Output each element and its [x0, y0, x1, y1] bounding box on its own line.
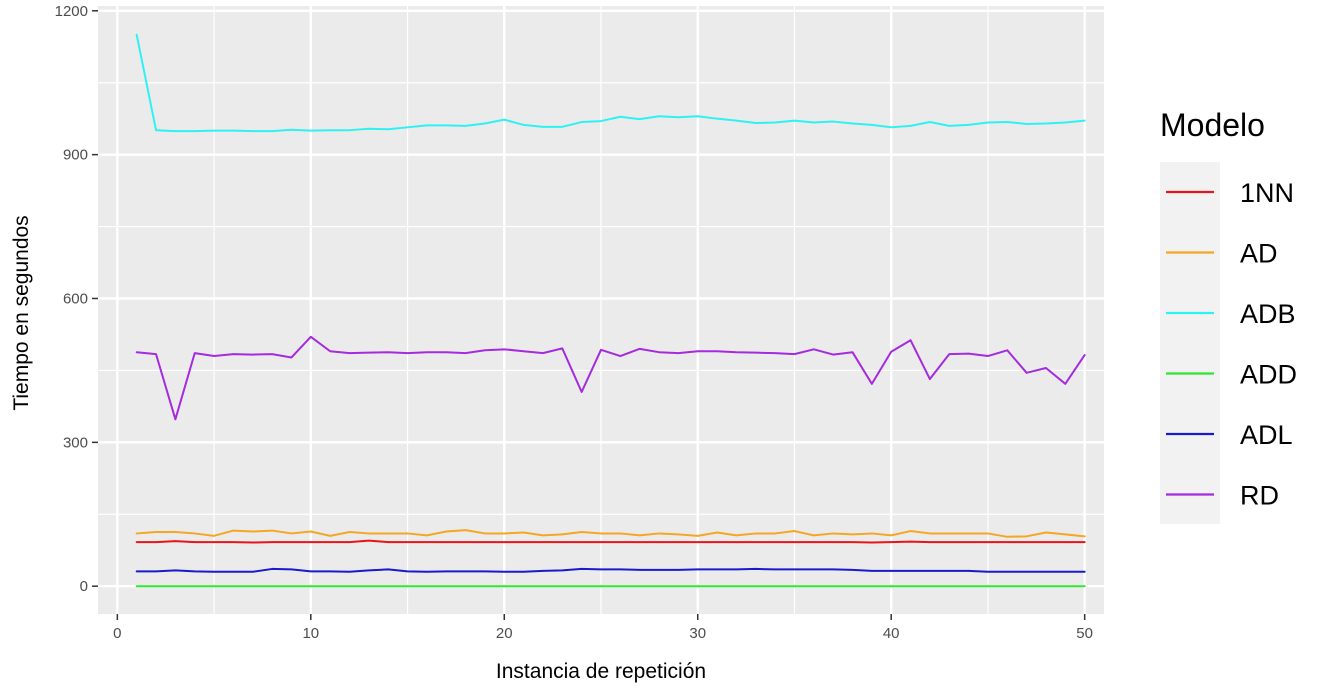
x-tick-label: 10: [302, 625, 319, 642]
x-tick-label: 50: [1076, 625, 1093, 642]
legend-label-adl: ADL: [1240, 420, 1293, 450]
y-tick-label: 900: [63, 147, 88, 164]
legend-label-1nn: 1NN: [1240, 178, 1294, 208]
x-tick-label: 20: [496, 625, 513, 642]
y-tick-label: 0: [80, 578, 88, 595]
legend-label-rd: RD: [1240, 481, 1279, 511]
series-line-adb: [135, 33, 1086, 133]
series-lines: [135, 33, 1086, 588]
legend-label-ad: AD: [1240, 239, 1278, 269]
series-line-adl: [135, 567, 1086, 573]
x-tick-label: 30: [689, 625, 706, 642]
y-tick-label: 600: [63, 290, 88, 307]
legend-label-adb: ADB: [1240, 299, 1296, 329]
x-tick-label: 40: [883, 625, 900, 642]
grid-minor: [98, 6, 1104, 614]
legend-label-add: ADD: [1240, 360, 1297, 390]
y-axis: 0 300 600 900 1200: [55, 3, 98, 595]
series-line-1nn: [135, 539, 1086, 544]
x-axis: 0 10 20 30 40 50: [113, 614, 1093, 642]
series-line-rd: [135, 335, 1086, 421]
legend: Modelo 1NN AD ADB ADD ADL RD: [1160, 107, 1297, 524]
series-line-ad: [135, 529, 1086, 538]
x-tick-label: 0: [113, 625, 121, 642]
legend-key-background: [1160, 162, 1220, 524]
legend-title: Modelo: [1160, 107, 1265, 143]
y-tick-label: 1200: [55, 3, 88, 20]
legend-items: 1NN AD ADB ADD ADL RD: [1166, 178, 1297, 511]
y-tick-label: 300: [63, 434, 88, 451]
x-axis-title: Instancia de repetición: [496, 660, 706, 683]
y-axis-title: Tiempo en segundos: [10, 215, 33, 410]
